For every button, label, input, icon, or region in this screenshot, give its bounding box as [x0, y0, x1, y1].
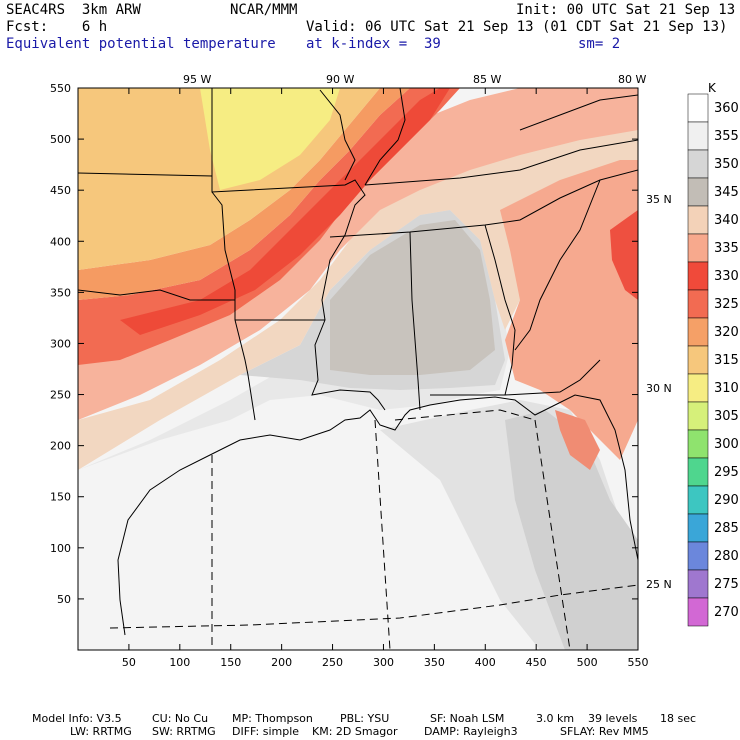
colorbar-label: 280 [714, 549, 739, 564]
colorbar-swatch [687, 401, 709, 431]
x-axis: 50 100 150 200 250 300 350 400 450 500 550 [122, 88, 649, 669]
coastline [117, 394, 638, 636]
y-tick-label: 350 [50, 286, 71, 299]
colorbar-label: 345 [714, 185, 739, 200]
colorbar-label: 330 [714, 269, 739, 284]
colorbar-swatch [687, 233, 709, 263]
colorbar-swatch [687, 457, 709, 487]
colorbar-label: 270 [714, 605, 739, 620]
footer-sw: SW: RRTMG [152, 725, 216, 738]
x-tick-label: 200 [271, 656, 292, 669]
y-tick-label: 100 [50, 542, 71, 555]
y-tick-label: 300 [50, 337, 71, 350]
model-name: SEAC4RS 3km ARW [6, 2, 141, 18]
y-tick-label: 400 [50, 235, 71, 248]
y-tick-label: 450 [50, 184, 71, 197]
colorbar-swatch [687, 317, 709, 347]
colorbar-unit: K [708, 81, 717, 95]
organization: NCAR/MMM [230, 2, 298, 18]
colorbar-swatch [687, 597, 709, 627]
colorbar-label: 290 [714, 493, 739, 508]
footer-sflay: SFLAY: Rev MM5 [560, 725, 649, 738]
x-tick-label: 150 [220, 656, 241, 669]
theta-e-field [78, 88, 638, 650]
x-tick-label: 500 [577, 656, 598, 669]
colorbar-label: 285 [714, 521, 739, 536]
y-tick-label: 200 [50, 440, 71, 453]
colorbar-swatch [687, 177, 709, 207]
x-tick-label: 450 [526, 656, 547, 669]
lon-label-95w: 95 W [183, 73, 212, 86]
x-tick-label: 250 [322, 656, 343, 669]
colorbar-label: 315 [714, 353, 739, 368]
lon-label-80w: 80 W [618, 73, 647, 86]
colorbar-label: 355 [714, 129, 739, 144]
lat-label-35n: 35 N [646, 193, 672, 206]
footer-pbl: PBL: YSU [340, 712, 390, 725]
colorbar-swatch [687, 429, 709, 459]
x-tick-label: 350 [424, 656, 445, 669]
x-tick-label: 50 [122, 656, 136, 669]
footer-levels: 39 levels [588, 712, 638, 725]
field-name: Equivalent potential temperature [6, 36, 276, 52]
colorbar-swatch [687, 345, 709, 375]
colorbar-swatch [687, 205, 709, 235]
x-tick-label: 550 [628, 656, 649, 669]
y-tick-label: 50 [57, 593, 71, 606]
colorbar-swatch [687, 373, 709, 403]
map-frame [77, 87, 639, 651]
x-tick-label: 100 [169, 656, 190, 669]
y-axis: 550 500 450 400 350 300 250 200 150 100 50 [50, 82, 638, 606]
footer-lw: LW: RRTMG [70, 725, 132, 738]
colorbar-label: 275 [714, 577, 739, 592]
x-tick-label: 400 [475, 656, 496, 669]
y-tick-label: 250 [50, 389, 71, 402]
colorbar-label: 295 [714, 465, 739, 480]
colorbar: K 360 355 350 345 340 335 330 325 320 315 310 305 300… [687, 81, 739, 627]
footer-resolution: 3.0 km [536, 712, 575, 725]
footer-model-info: Model Info: V3.5 [32, 712, 122, 725]
colorbar-swatch [687, 149, 709, 179]
colorbar-swatch [687, 485, 709, 515]
footer-cu: CU: No Cu [152, 712, 209, 725]
colorbar-label: 305 [714, 409, 739, 424]
footer-km: KM: 2D Smagor [312, 725, 398, 738]
colorbar-swatch [687, 541, 709, 571]
level-label: at k-index = 39 [306, 36, 441, 52]
colorbar-label: 340 [714, 213, 739, 228]
footer-damp: DAMP: Rayleigh3 [424, 725, 518, 738]
colorbar-label: 335 [714, 241, 739, 256]
colorbar-swatch [687, 289, 709, 319]
init-time: Init: 00 UTC Sat 21 Sep 13 [516, 2, 736, 18]
footer-diff: DIFF: simple [232, 725, 300, 738]
colorbar-label: 310 [714, 381, 739, 396]
valid-time: Valid: 06 UTC Sat 21 Sep 13 (01 CDT Sat … [306, 19, 728, 35]
lat-label-25n: 25 N [646, 578, 672, 591]
lon-label-85w: 85 W [473, 73, 502, 86]
colorbar-label: 350 [714, 157, 739, 172]
footer-mp: MP: Thompson [232, 712, 313, 725]
colorbar-label: 360 [714, 101, 739, 116]
smoothing-label: sm= 2 [578, 36, 621, 52]
colorbar-swatch [687, 513, 709, 543]
y-tick-label: 550 [50, 82, 71, 95]
x-tick-label: 300 [373, 656, 394, 669]
y-tick-label: 150 [50, 491, 71, 504]
forecast-hour: Fcst: 6 h [6, 19, 108, 35]
colorbar-label: 320 [714, 325, 739, 340]
lat-label-30n: 30 N [646, 382, 672, 395]
colorbar-swatch [687, 121, 709, 151]
y-tick-label: 500 [50, 133, 71, 146]
maritime-boundaries [109, 409, 638, 650]
lon-label-90w: 90 W [326, 73, 355, 86]
footer-sf: SF: Noah LSM [430, 712, 505, 725]
colorbar-swatch [687, 569, 709, 599]
state-borders [78, 88, 638, 421]
colorbar-label: 300 [714, 437, 739, 452]
footer-timestep: 18 sec [660, 712, 697, 725]
colorbar-label: 325 [714, 297, 739, 312]
colorbar-swatch [687, 93, 709, 123]
colorbar-swatch [687, 261, 709, 291]
